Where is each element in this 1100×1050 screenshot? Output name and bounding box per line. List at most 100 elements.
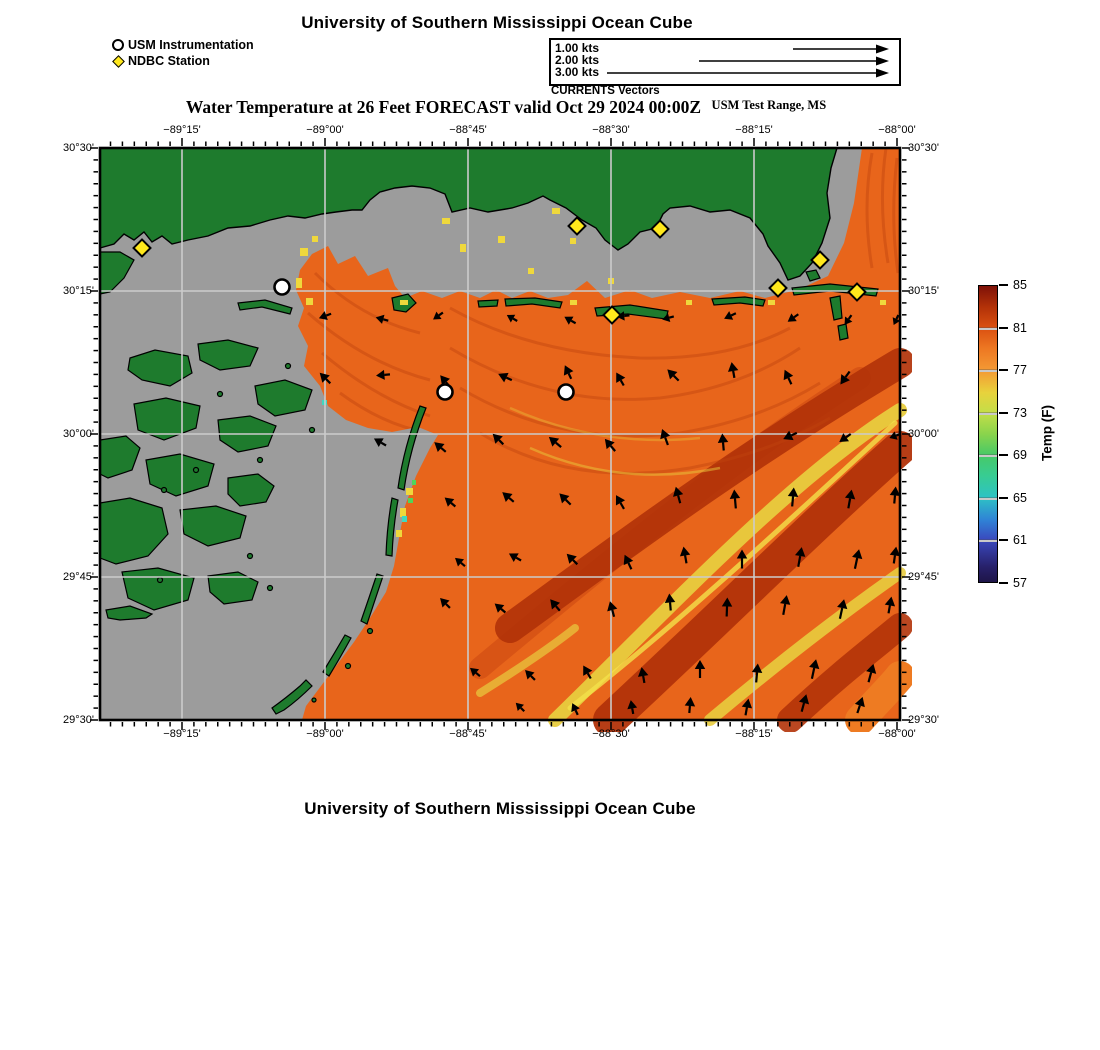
colorbar-tick-mark	[999, 496, 1008, 499]
ndbc-station-marker	[132, 238, 152, 258]
current-arrow	[494, 603, 507, 614]
axis-ticks	[90, 138, 910, 730]
region-label: USM Test Range, MS	[711, 98, 827, 112]
x-axis-tick-label: −89°15'	[163, 728, 201, 740]
current-arrow	[583, 665, 593, 680]
current-arrow	[564, 316, 577, 325]
legend-label-ndbc: NDBC Station	[128, 54, 210, 68]
current-arrow	[615, 495, 626, 510]
x-axis-tick-label: −88°15'	[735, 728, 773, 740]
station-markers	[132, 216, 867, 401]
current-arrow	[844, 489, 856, 509]
colorbar-tick-line	[979, 327, 997, 330]
current-arrow	[736, 549, 748, 569]
current-arrow	[440, 598, 451, 609]
y-axis-tick-label: 29°30'	[63, 714, 94, 726]
current-arrow	[376, 369, 391, 380]
colorbar-tick-label: 77	[1013, 363, 1027, 378]
map-border	[98, 146, 902, 722]
colorbar-tick-label: 69	[1013, 448, 1027, 463]
current-arrow	[604, 438, 616, 452]
colorbar-tick-label: 65	[1013, 490, 1027, 505]
current-arrow	[525, 670, 536, 681]
x-axis-tick-label: −89°15'	[163, 124, 201, 136]
ndbc-station-marker	[810, 250, 830, 270]
colorbar-tick-line	[979, 540, 997, 543]
colorbar-tick-line	[979, 370, 997, 373]
ndbc-station-marker	[567, 216, 587, 236]
current-arrow	[673, 486, 684, 504]
page-title: University of Southern Mississippi Ocean…	[301, 13, 693, 32]
colorbar-tick-mark	[999, 539, 1008, 542]
current-arrow	[375, 314, 389, 324]
current-arrow	[502, 492, 515, 503]
x-axis-tick-label: −88°45'	[449, 728, 487, 740]
current-arrow	[515, 702, 526, 713]
current-arrow	[638, 667, 649, 684]
current-arrow	[571, 703, 580, 716]
y-axis-tick-label: 30°30'	[63, 142, 94, 154]
x-axis-tick-label: −89°00'	[306, 728, 344, 740]
subtitle-row: Water Temperature at 26 Feet FORECAST va…	[100, 97, 912, 118]
x-axis-tick-label: −89°00'	[306, 124, 344, 136]
current-arrow	[840, 370, 851, 385]
legend-row-usm: USM Instrumentation	[112, 37, 254, 53]
x-axis-tick-label: −88°00'	[878, 124, 916, 136]
colorbar-tick-label: 61	[1013, 533, 1027, 548]
current-arrow	[694, 660, 706, 678]
current-arrow	[684, 697, 696, 714]
marker-legend: USM Instrumentation NDBC Station	[111, 37, 254, 69]
current-arrow	[319, 372, 332, 385]
current-arrow	[728, 362, 739, 379]
colorbar-tick-mark	[999, 369, 1008, 372]
mainland-land	[99, 147, 838, 281]
y-axis-tick-label: 30°15'	[908, 285, 939, 297]
colorbar-tick-label: 73	[1013, 405, 1027, 420]
colorbar-tick-line	[979, 497, 997, 500]
edge-flecks	[296, 208, 886, 537]
ndbc-station-marker	[768, 278, 788, 298]
current-arrow	[679, 546, 691, 564]
current-arrow	[884, 596, 896, 614]
current-arrow	[623, 554, 634, 570]
colorbar-tick-mark	[999, 582, 1008, 584]
current-arrow	[721, 597, 733, 617]
current-arrow	[844, 314, 853, 325]
current-arrow	[667, 369, 680, 382]
current-vector-arrows	[318, 311, 902, 716]
vector-speed-label-3: 3.00 kts	[555, 65, 600, 79]
forecast-subtitle: Water Temperature at 26 Feet FORECAST va…	[185, 97, 702, 117]
current-arrow	[550, 599, 561, 612]
current-arrow	[852, 549, 863, 570]
ndbc-station-marker	[650, 219, 670, 239]
current-arrow	[559, 493, 572, 506]
ndbc-diamond-icon	[111, 54, 125, 68]
current-arrow	[729, 489, 741, 509]
current-arrow	[892, 314, 901, 325]
current-arrow	[809, 659, 820, 680]
currents-vectors-caption: CURRENTS Vectors	[551, 85, 660, 97]
colorbar-tick-mark	[999, 326, 1008, 329]
current-arrow	[318, 311, 332, 320]
legend-row-ndbc: NDBC Station	[111, 53, 254, 69]
current-arrow	[664, 593, 676, 611]
ndbc-station-marker	[847, 282, 867, 302]
current-arrow	[506, 314, 518, 323]
current-arrow	[444, 497, 457, 508]
vector-speed-label-2: 2.00 kts	[555, 53, 600, 67]
colorbar-tick-label: 85	[1013, 278, 1027, 292]
current-arrow	[798, 694, 810, 712]
colorbar-tick-line	[979, 412, 997, 415]
usm-instrument-marker	[557, 383, 575, 401]
current-arrow	[866, 663, 877, 683]
colorbar-title: Temp (F)	[1039, 405, 1055, 461]
current-arrow	[837, 599, 848, 620]
ndbc-station-marker	[602, 305, 622, 325]
current-arrow	[548, 436, 562, 448]
current-arrow	[566, 553, 579, 566]
temperature-colorbar	[978, 285, 998, 583]
y-axis-tick-label: 29°45'	[63, 571, 94, 583]
legend-label-usm: USM Instrumentation	[128, 38, 254, 52]
x-axis-tick-label: −88°30'	[592, 728, 630, 740]
current-arrow	[783, 369, 794, 385]
